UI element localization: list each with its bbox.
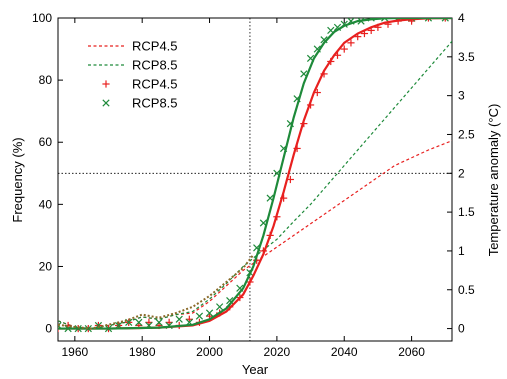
freq_rcp85_points-point: [135, 318, 143, 326]
series-temp_rcp85: [58, 40, 452, 330]
x-tick-label: 2040: [331, 345, 358, 359]
x-tick-label: 2020: [264, 345, 291, 359]
y-axis-label-left: Frequency (%): [10, 137, 25, 222]
freq_rcp45_points-point: [340, 45, 348, 53]
y-left-tick-label: 60: [39, 135, 53, 149]
y-right-tick-label: 2: [458, 166, 465, 180]
series-freq_rcp85_fit: [58, 18, 452, 330]
series-freq_rcp45_fit: [58, 18, 452, 330]
y-right-tick-label: 0: [458, 322, 465, 336]
freq_rcp85_points-point: [175, 315, 183, 323]
freq_rcp85_points-point: [216, 303, 224, 311]
legend-item-1: RCP8.5: [88, 58, 178, 73]
legend-swatch: [102, 80, 110, 88]
x-tick-label: 2060: [398, 345, 425, 359]
freq_rcp85_fit-line: [58, 18, 452, 330]
temp_observed-line: [58, 254, 255, 330]
y-right-tick-label: 1.5: [458, 205, 475, 219]
freq_rcp45_fit-line: [58, 18, 452, 330]
series-temp_observed: [58, 254, 255, 330]
y-left-tick-label: 20: [39, 259, 53, 273]
x-axis-label: Year: [242, 362, 269, 377]
y-right-tick-label: 0.5: [458, 283, 475, 297]
legend: RCP4.5 RCP8.5 RCP4.5 RCP8.5: [88, 39, 178, 111]
y-right-tick-label: 3: [458, 89, 465, 103]
y-left-tick-label: 0: [45, 322, 52, 336]
y-left-tick-label: 40: [39, 197, 53, 211]
series-temp_rcp45: [58, 140, 452, 330]
legend-swatch: [102, 99, 110, 107]
legend-item-0: RCP4.5: [88, 39, 178, 54]
legend-label: RCP4.5: [132, 77, 178, 92]
y-right-tick-label: 4: [458, 11, 465, 25]
y-right-tick-label: 1: [458, 244, 465, 258]
freq_rcp85_points-point: [205, 309, 214, 317]
freq_rcp45_points-point: [424, 18, 433, 22]
series-layer: [58, 18, 452, 333]
axis-ticks: 1960 1980 2000 2020 2040 206002040608010000.5…: [32, 11, 475, 359]
temp_rcp85-line: [58, 40, 452, 330]
legend-label: RCP8.5: [132, 58, 178, 73]
x-tick-label: 1980: [129, 345, 156, 359]
freq_rcp85_points-point: [155, 318, 163, 326]
freq_rcp85_points-point: [195, 312, 204, 320]
plot-frame: [57, 17, 453, 342]
freq_rcp45_points-point: [347, 39, 355, 47]
y-axis-label-right: Temperature anomaly (°C): [486, 104, 501, 257]
legend-item-3: RCP8.5: [102, 96, 178, 111]
freq_rcp45_points-point: [441, 18, 449, 22]
y-left-tick-label: 80: [39, 73, 53, 87]
y-right-tick-label: 3.5: [458, 50, 475, 64]
legend-label: RCP8.5: [132, 96, 178, 111]
y-left-tick-label: 100: [32, 11, 52, 25]
y-right-tick-label: 2.5: [458, 127, 475, 141]
x-tick-label: 1960: [61, 345, 88, 359]
x-tick-label: 2000: [196, 345, 223, 359]
legend-item-2: RCP4.5: [102, 77, 178, 92]
legend-label: RCP4.5: [132, 39, 178, 54]
temp_rcp45-line: [58, 140, 452, 330]
reference-lines: [58, 18, 452, 341]
